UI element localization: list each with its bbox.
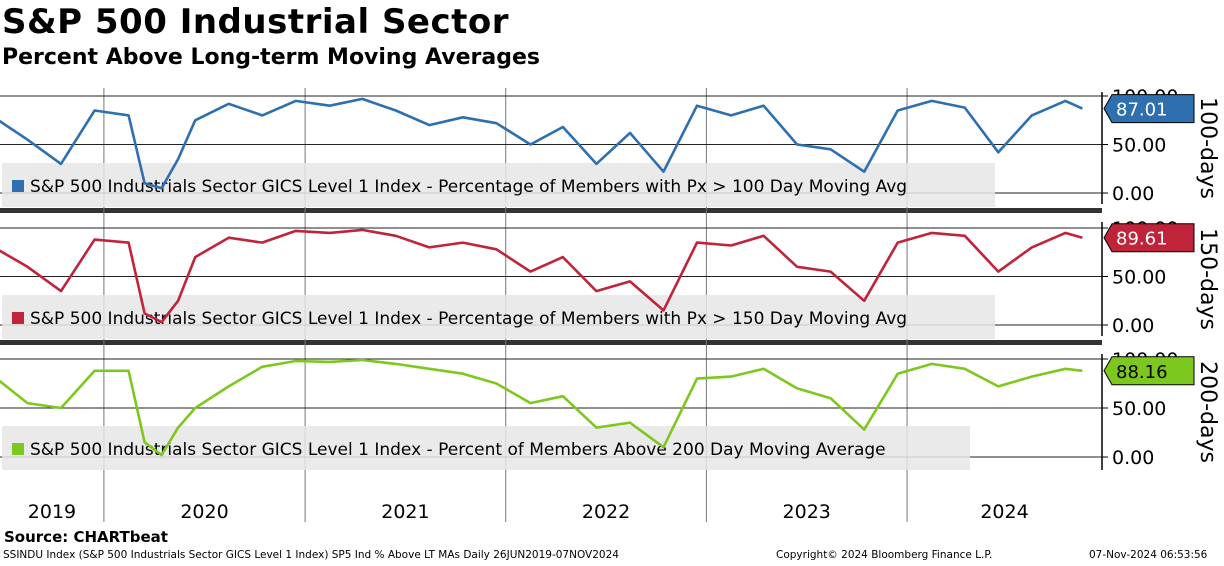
x-tick-label: 2022 xyxy=(582,501,630,523)
last-value-label: 88.16 xyxy=(1116,362,1168,383)
y-tick-label: 0.00 xyxy=(1112,315,1154,337)
last-value-label: 89.61 xyxy=(1116,229,1168,250)
x-tick-label: 2020 xyxy=(180,501,228,523)
y-tick-label: 0.00 xyxy=(1112,183,1154,205)
chart-title: S&P 500 Industrial Sector xyxy=(2,2,510,42)
x-tick-label: 2021 xyxy=(381,501,429,523)
series-line xyxy=(0,358,1083,457)
legend-swatch xyxy=(12,312,24,324)
legend-label: S&P 500 Industrials Sector GICS Level 1 … xyxy=(30,177,907,197)
last-value-badge xyxy=(1103,94,1195,124)
legend-label: S&P 500 Industrials Sector GICS Level 1 … xyxy=(30,440,886,460)
y-tick-label: 50.00 xyxy=(1112,267,1166,289)
y-tick-label: 0.00 xyxy=(1112,447,1154,469)
x-tick-label: 2023 xyxy=(783,501,831,523)
legend-box xyxy=(2,295,995,339)
panel-divider xyxy=(0,208,1102,213)
y-tick-label: 50.00 xyxy=(1112,135,1166,157)
legend-box xyxy=(2,426,970,470)
panel-side-label: 200-days xyxy=(1195,361,1220,463)
legend-box xyxy=(2,163,995,207)
last-value-badge xyxy=(1103,356,1195,386)
x-tick-label: 2024 xyxy=(980,501,1028,523)
panel-side-label: 150-days xyxy=(1195,228,1220,330)
legend-swatch xyxy=(12,443,24,455)
chart-subtitle: Percent Above Long-term Moving Averages xyxy=(2,45,540,70)
series-line xyxy=(0,97,1083,190)
x-tick-label: 2019 xyxy=(28,501,76,523)
panel-divider xyxy=(0,340,1102,345)
footer-copyright: Copyright© 2024 Bloomberg Finance L.P. xyxy=(776,549,993,561)
last-value-label: 87.01 xyxy=(1116,100,1168,121)
chart-canvas: 100.0050.000.00S&P 500 Industrials Secto… xyxy=(0,86,1220,523)
panel-side-label: 100-days xyxy=(1195,97,1220,199)
footer-timestamp: 07-Nov-2024 06:53:56 xyxy=(1089,549,1208,561)
y-tick-label: 50.00 xyxy=(1112,398,1166,420)
footer-description: SSINDU Index (S&P 500 Industrials Sector… xyxy=(3,549,619,561)
legend-label: S&P 500 Industrials Sector GICS Level 1 … xyxy=(30,309,907,329)
legend-swatch xyxy=(12,180,24,192)
series-line xyxy=(0,228,1083,324)
last-value-badge xyxy=(1103,223,1195,253)
source-note: Source: CHARTbeat xyxy=(4,528,168,546)
